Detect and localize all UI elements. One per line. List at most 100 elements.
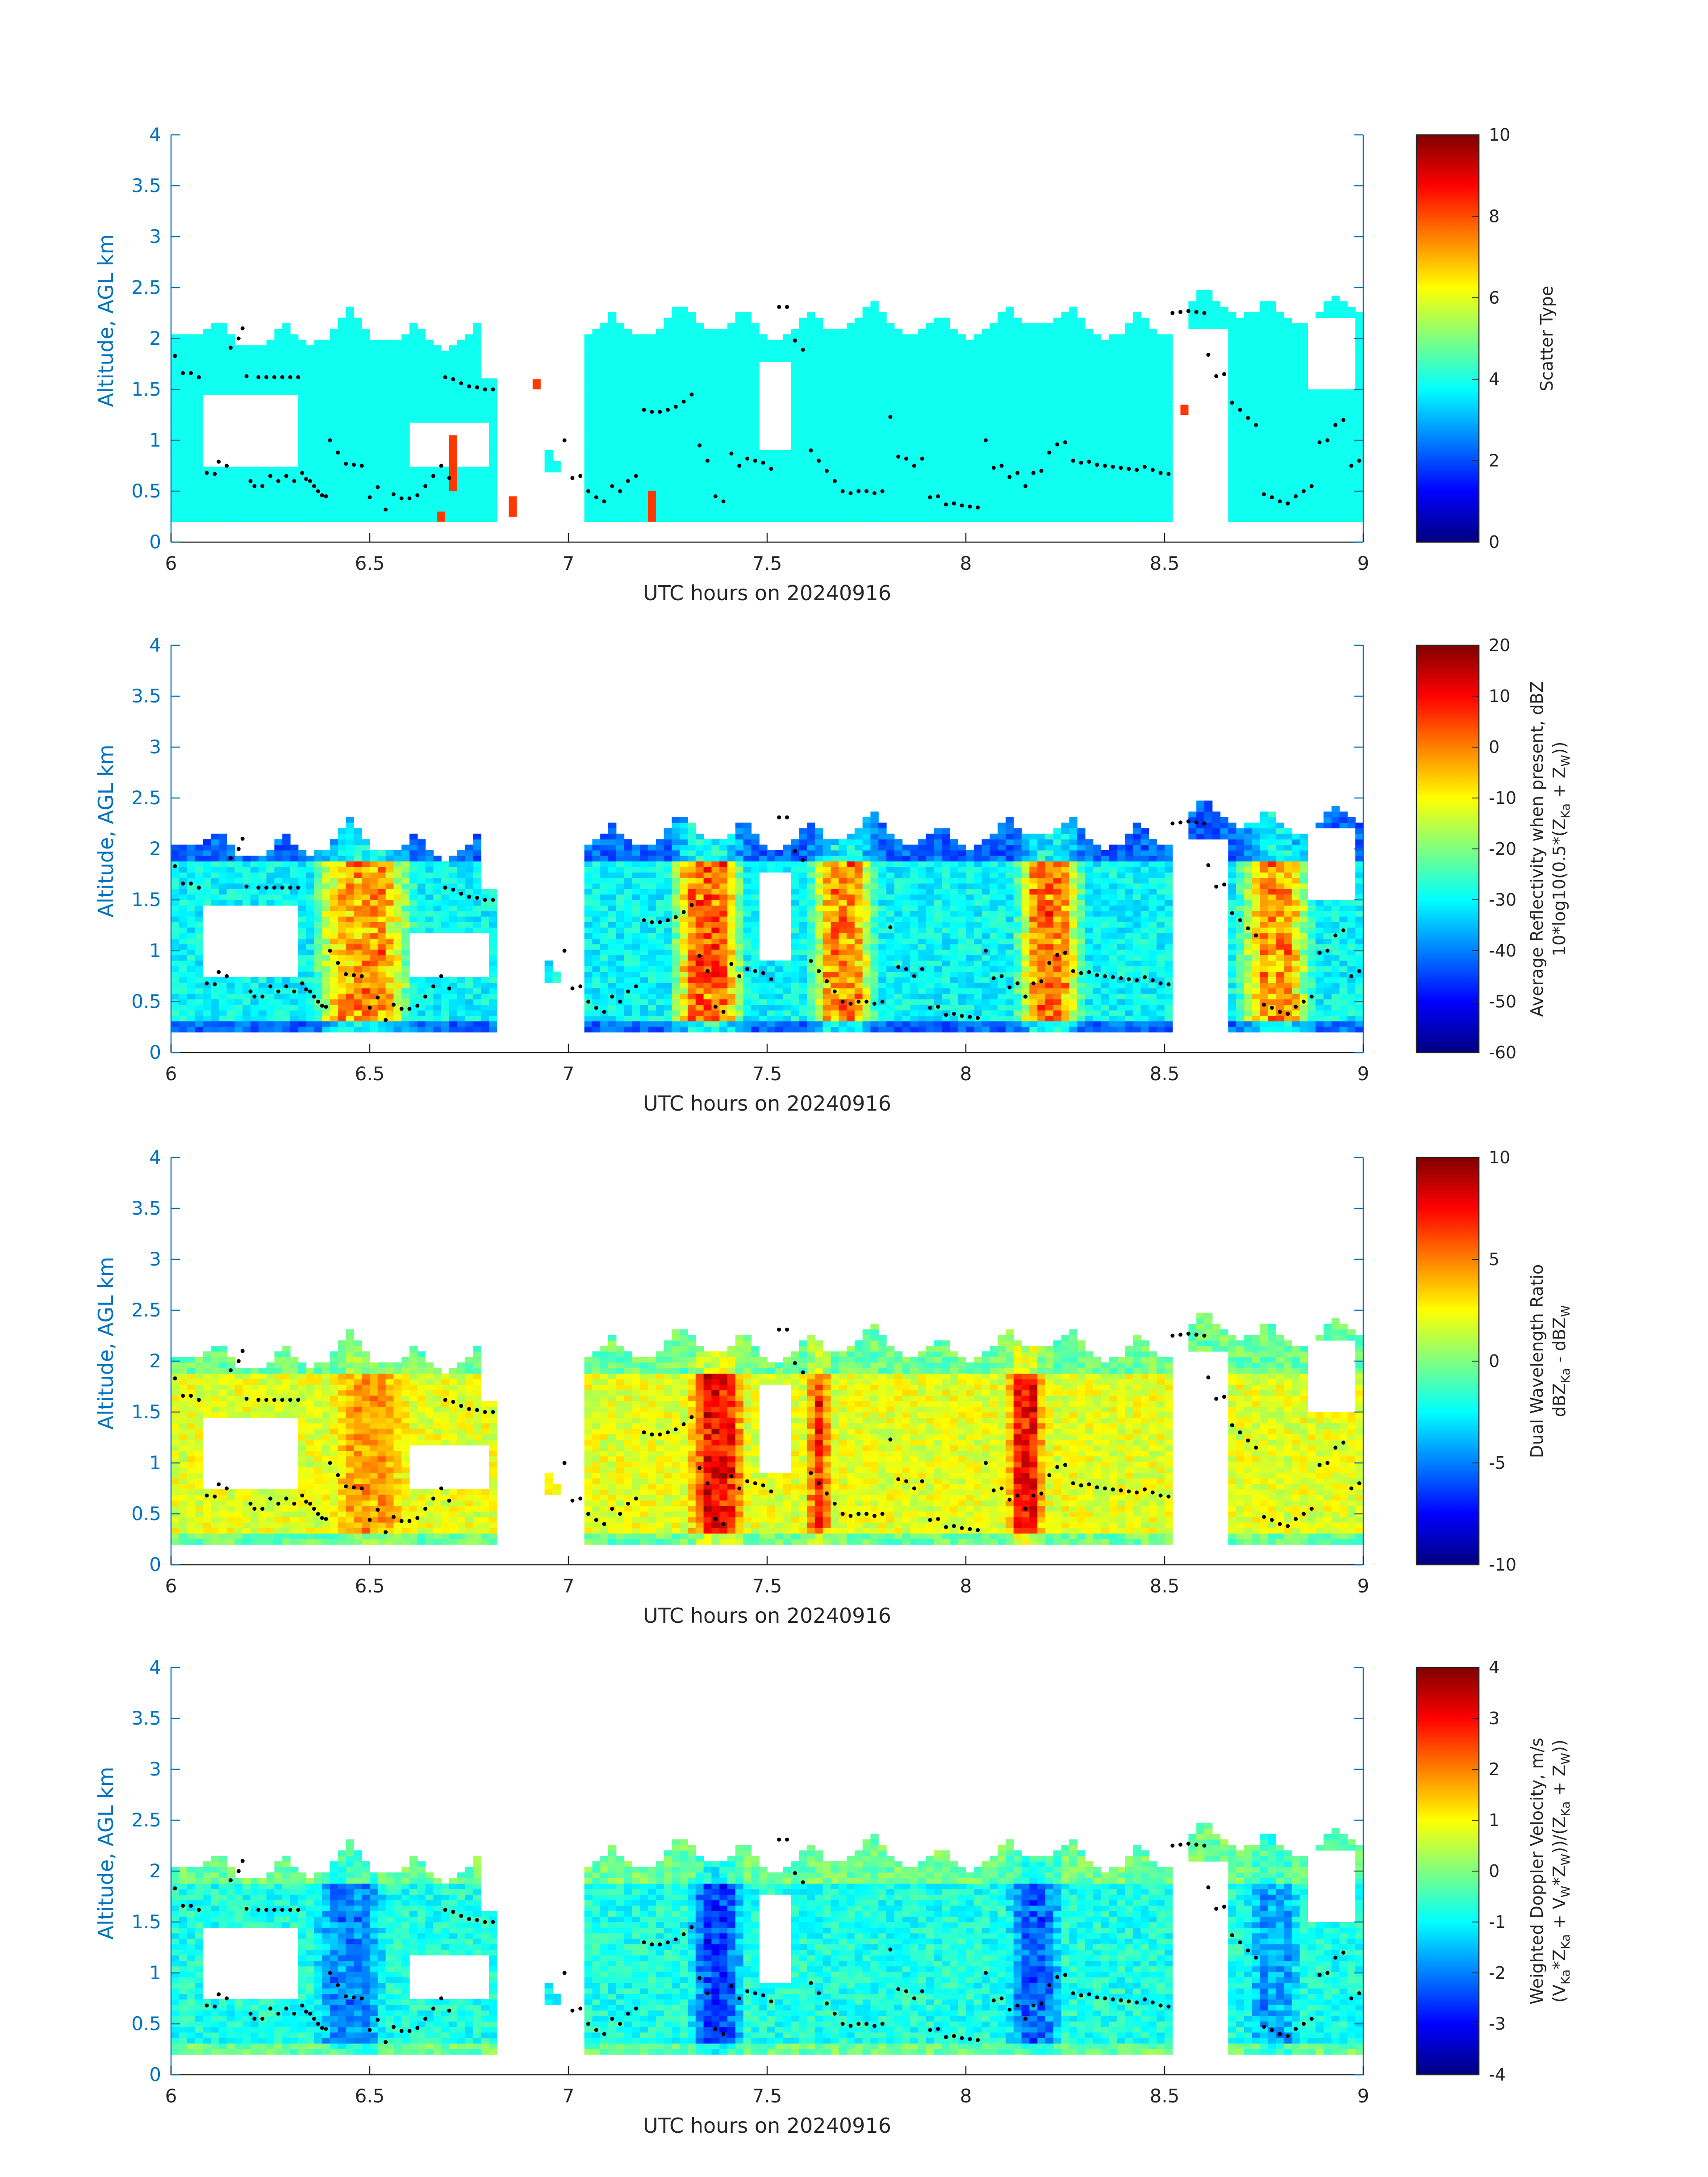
heatmap-cell: [711, 334, 720, 340]
heatmap-cell: [266, 1021, 275, 1027]
heatmap-cell: [338, 406, 347, 412]
heatmap-cell: [234, 351, 243, 357]
heatmap-cell: [910, 417, 919, 423]
heatmap-cell: [266, 1004, 275, 1011]
heatmap-cell: [1315, 417, 1324, 423]
heatmap-cell: [203, 889, 211, 895]
heatmap-cell: [814, 389, 823, 395]
heatmap-cell: [179, 1021, 188, 1027]
heatmap-cell: [187, 966, 195, 972]
heatmap-cell: [179, 444, 188, 451]
heatmap-cell: [195, 339, 203, 346]
heatmap-cell: [1132, 318, 1141, 324]
heatmap-cell: [624, 411, 632, 418]
heatmap-cell: [1148, 483, 1157, 489]
heatmap-cell: [783, 461, 791, 467]
heatmap-cell: [393, 373, 402, 379]
heatmap-cell: [1307, 455, 1316, 462]
heatmap-cell: [918, 450, 927, 456]
heatmap-cell: [1347, 466, 1356, 472]
heatmap-cell: [242, 877, 251, 884]
heatmap-cell: [695, 489, 704, 495]
heatmap-cell: [703, 351, 712, 357]
heatmap-cell: [282, 500, 291, 506]
heatmap-cell: [695, 472, 704, 478]
heatmap-cell: [950, 351, 958, 357]
heatmap-cell: [664, 378, 672, 384]
heatmap-cell: [981, 444, 990, 451]
heatmap-cell: [640, 489, 648, 495]
heatmap-cell: [1284, 378, 1292, 384]
heatmap-cell: [409, 406, 418, 412]
heatmap-cell: [1252, 323, 1261, 329]
heatmap-cell: [783, 455, 791, 462]
heatmap-cell: [966, 411, 974, 418]
heatmap-cell: [226, 466, 235, 472]
heatmap-cell: [1339, 489, 1348, 495]
heatmap-cell: [330, 400, 338, 406]
heatmap-cell: [179, 510, 188, 517]
boundary-dot: [1119, 466, 1123, 470]
heatmap-cell: [998, 411, 1006, 418]
heatmap-cell: [616, 422, 625, 428]
heatmap-cell: [441, 406, 450, 412]
heatmap-cell: [1045, 483, 1054, 489]
heatmap-cell: [807, 489, 815, 495]
heatmap-cell: [187, 389, 195, 395]
heatmap-cell: [211, 833, 219, 840]
heatmap-cell: [711, 389, 720, 395]
heatmap-cell: [719, 455, 728, 462]
heatmap-cell: [926, 500, 935, 506]
heatmap-cell: [839, 345, 847, 351]
heatmap-cell: [878, 466, 887, 472]
heatmap-cell: [1268, 389, 1276, 395]
heatmap-cell: [640, 510, 648, 517]
heatmap-cell: [1125, 500, 1133, 506]
heatmap-cell: [314, 411, 322, 418]
heatmap-cell: [211, 389, 219, 395]
heatmap-cell: [266, 900, 275, 906]
heatmap-cell: [377, 461, 386, 467]
heatmap-cell: [1339, 444, 1348, 451]
heatmap-cell: [338, 378, 347, 384]
heatmap-cell: [950, 406, 958, 412]
heatmap-cell: [346, 422, 354, 428]
heatmap-cell: [314, 455, 322, 462]
heatmap-cell: [1291, 444, 1300, 451]
heatmap-cell: [592, 400, 601, 406]
heatmap-cell: [354, 323, 362, 329]
heatmap-cell: [878, 450, 887, 456]
heatmap-cell: [362, 444, 370, 451]
heatmap-cell: [385, 422, 394, 428]
heatmap-cell: [688, 428, 696, 434]
heatmap-cell: [998, 494, 1006, 500]
heatmap-cell: [338, 339, 347, 346]
heatmap-cell: [688, 466, 696, 472]
heatmap-cell: [266, 466, 275, 472]
heatmap-cell: [211, 877, 219, 884]
heatmap-cell: [1236, 351, 1244, 357]
heatmap-cell: [1260, 378, 1268, 384]
boundary-dot: [856, 489, 861, 493]
heatmap-cell: [1085, 389, 1094, 395]
heatmap-cell: [1132, 461, 1141, 467]
heatmap-cell: [950, 345, 958, 351]
heatmap-cell: [775, 339, 784, 346]
heatmap-cell: [1117, 373, 1125, 379]
heatmap-cell: [179, 933, 188, 939]
heatmap-cell: [251, 356, 259, 362]
heatmap-cell: [346, 494, 354, 500]
heatmap-cell: [1284, 395, 1292, 401]
heatmap-cell: [973, 339, 982, 346]
heatmap-cell: [377, 433, 386, 439]
heatmap-cell: [998, 450, 1006, 456]
heatmap-cell: [266, 866, 275, 873]
heatmap-cell: [218, 833, 227, 840]
heatmap-cell: [973, 477, 982, 484]
heatmap-cell: [465, 367, 473, 373]
heatmap-cell: [823, 417, 831, 423]
heatmap-cell: [393, 356, 402, 362]
heatmap-cell: [672, 318, 680, 324]
heatmap-cell: [489, 428, 497, 434]
heatmap-cell: [973, 472, 982, 478]
